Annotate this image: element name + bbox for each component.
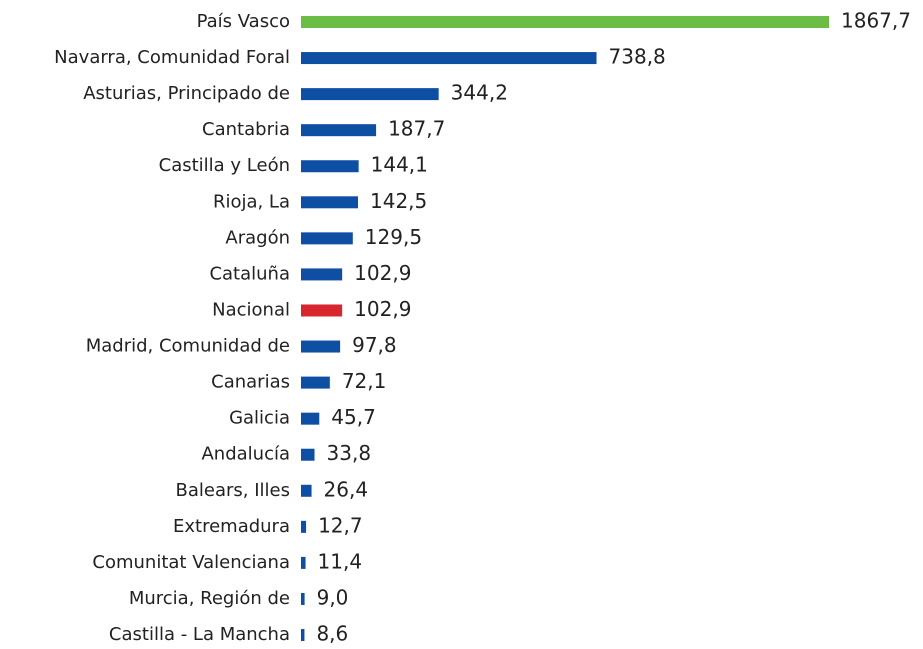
category-label: Comunitat Valenciana <box>92 552 290 573</box>
value-label: 26,4 <box>324 477 369 501</box>
value-label: 45,7 <box>331 405 376 429</box>
value-label: 1867,7 <box>841 9 911 33</box>
value-label: 8,6 <box>316 622 348 646</box>
bar <box>301 556 306 569</box>
category-label: Cantabria <box>202 119 290 140</box>
bar <box>301 268 343 281</box>
value-label: 33,8 <box>327 441 372 465</box>
bar <box>301 196 358 209</box>
category-label: Nacional <box>212 299 290 320</box>
category-label: Rioja, La <box>213 191 290 212</box>
category-label: Murcia, Región de <box>129 588 290 609</box>
bar <box>301 592 305 605</box>
category-label: Extremadura <box>173 516 290 537</box>
value-label: 129,5 <box>365 225 422 249</box>
value-label: 72,1 <box>342 369 387 393</box>
category-label: Cataluña <box>209 263 290 284</box>
value-label: 97,8 <box>352 333 397 357</box>
category-label: Castilla - La Mancha <box>109 624 290 645</box>
bar <box>301 88 439 101</box>
value-label: 144,1 <box>371 153 428 177</box>
bar <box>301 124 377 137</box>
bar <box>301 304 343 317</box>
bars <box>301 16 829 642</box>
value-label: 9,0 <box>317 585 349 609</box>
category-label: Navarra, Comunidad Foral <box>54 47 290 68</box>
bar <box>301 340 341 353</box>
bar <box>301 52 597 65</box>
bar <box>301 448 315 461</box>
category-label: Canarias <box>211 372 290 393</box>
value-label: 738,8 <box>609 45 666 69</box>
value-label: 344,2 <box>451 81 508 105</box>
bar <box>301 484 312 497</box>
bar <box>301 376 330 389</box>
category-label: Castilla y León <box>159 155 290 176</box>
value-label: 12,7 <box>318 513 363 537</box>
value-label: 11,4 <box>318 549 363 573</box>
bar <box>301 160 359 173</box>
value-label: 102,9 <box>354 297 411 321</box>
category-label: Madrid, Comunidad de <box>86 336 290 357</box>
category-label: Aragón <box>225 227 290 248</box>
category-label: País Vasco <box>197 11 290 32</box>
category-label: Andalucía <box>201 444 290 465</box>
value-label: 102,9 <box>354 261 411 285</box>
value-label: 142,5 <box>370 189 427 213</box>
bar <box>301 232 353 245</box>
bar <box>301 520 307 533</box>
category-label: Galicia <box>229 408 290 429</box>
category-label: Balears, Illes <box>176 480 290 501</box>
bar <box>301 412 320 425</box>
value-label: 187,7 <box>388 117 445 141</box>
bar <box>301 16 829 28</box>
bar <box>301 629 305 642</box>
category-label: Asturias, Principado de <box>83 83 290 104</box>
